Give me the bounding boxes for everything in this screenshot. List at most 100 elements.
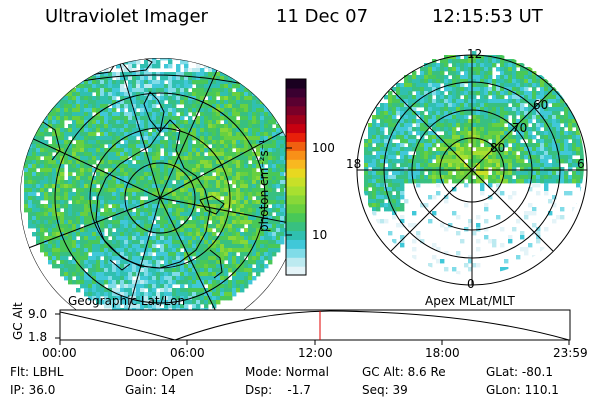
aurora-pixel bbox=[152, 228, 157, 233]
aurora-pixel bbox=[156, 180, 161, 185]
aurora-pixel bbox=[228, 128, 233, 133]
aurora-pixel bbox=[28, 220, 33, 225]
aurora-pixel bbox=[152, 52, 156, 56]
aurora-pixel bbox=[464, 59, 469, 64]
aurora-pixel bbox=[188, 224, 193, 229]
aurora-pixel bbox=[496, 135, 501, 140]
aurora-pixel bbox=[116, 160, 121, 165]
aurora-pixel bbox=[176, 200, 181, 205]
aurora-pixel bbox=[240, 216, 245, 221]
aurora-pixel bbox=[120, 84, 125, 89]
aurora-pixel bbox=[112, 280, 117, 285]
aurora-pixel bbox=[536, 231, 541, 236]
aurora-pixel bbox=[84, 136, 89, 141]
aurora-pixel bbox=[160, 236, 165, 241]
aurora-pixel bbox=[464, 91, 469, 96]
aurora-pixel bbox=[528, 131, 533, 136]
aurora-pixel bbox=[108, 196, 113, 201]
aurora-pixel bbox=[432, 119, 437, 124]
aurora-pixel bbox=[224, 236, 229, 241]
aurora-pixel bbox=[540, 159, 545, 164]
aurora-pixel bbox=[80, 256, 85, 261]
aurora-pixel bbox=[208, 80, 213, 85]
aurora-pixel bbox=[380, 159, 385, 164]
aurora-pixel bbox=[496, 151, 501, 156]
aurora-pixel bbox=[444, 83, 449, 88]
aurora-pixel bbox=[52, 100, 57, 105]
aurora-pixel bbox=[440, 63, 445, 68]
aurora-pixel bbox=[44, 236, 49, 241]
aurora-pixel bbox=[364, 175, 369, 180]
aurora-pixel bbox=[148, 196, 153, 201]
aurora-pixel bbox=[240, 284, 245, 289]
aurora-pixel bbox=[164, 168, 169, 173]
aurora-pixel bbox=[436, 135, 441, 140]
aurora-pixel bbox=[212, 160, 217, 165]
aurora-pixel bbox=[568, 143, 573, 148]
aurora-pixel bbox=[432, 171, 437, 176]
aurora-pixel bbox=[144, 296, 149, 301]
aurora-pixel bbox=[148, 64, 153, 69]
aurora-pixel bbox=[272, 244, 277, 249]
aurora-pixel bbox=[108, 212, 113, 217]
aurora-pixel bbox=[264, 228, 269, 233]
aurora-pixel bbox=[468, 223, 473, 228]
aurora-pixel bbox=[224, 252, 229, 257]
aurora-pixel bbox=[88, 220, 93, 225]
aurora-pixel bbox=[500, 55, 505, 60]
aurora-pixel bbox=[100, 58, 105, 61]
aurora-pixel bbox=[416, 143, 421, 148]
aurora-pixel bbox=[552, 115, 557, 120]
aurora-pixel bbox=[200, 240, 205, 245]
aurora-pixel bbox=[100, 128, 105, 133]
aurora-pixel bbox=[240, 140, 245, 145]
aurora-pixel bbox=[368, 159, 373, 164]
aurora-pixel bbox=[172, 96, 177, 101]
aurora-pixel bbox=[96, 148, 101, 153]
aurora-pixel bbox=[532, 207, 537, 212]
aurora-pixel bbox=[180, 132, 185, 137]
aurora-pixel bbox=[568, 119, 573, 124]
aurora-pixel bbox=[156, 192, 161, 197]
aurora-pixel bbox=[68, 220, 73, 225]
aurora-pixel bbox=[88, 124, 93, 129]
aurora-pixel bbox=[144, 88, 149, 93]
aurora-pixel bbox=[364, 163, 369, 168]
aurora-pixel bbox=[432, 91, 437, 96]
aurora-pixel bbox=[104, 184, 109, 189]
aurora-pixel bbox=[252, 128, 257, 133]
aurora-pixel bbox=[392, 99, 397, 104]
aurora-pixel bbox=[556, 127, 561, 132]
aurora-pixel bbox=[108, 184, 113, 189]
aurora-pixel bbox=[272, 128, 277, 133]
aurora-pixel bbox=[276, 244, 281, 249]
aurora-pixel bbox=[376, 175, 381, 180]
aurora-pixel bbox=[124, 176, 129, 181]
aurora-pixel bbox=[276, 200, 281, 205]
aurora-pixel bbox=[112, 144, 117, 149]
aurora-pixel bbox=[204, 164, 209, 169]
aurora-pixel bbox=[484, 151, 489, 156]
aurora-pixel bbox=[44, 212, 49, 217]
aurora-pixel bbox=[220, 80, 225, 85]
aurora-pixel bbox=[468, 131, 473, 136]
aurora-pixel bbox=[476, 87, 481, 92]
aurora-pixel bbox=[484, 155, 489, 160]
aurora-pixel bbox=[488, 71, 493, 76]
aurora-pixel bbox=[496, 91, 501, 96]
aurora-pixel bbox=[276, 164, 281, 169]
aurora-pixel bbox=[88, 212, 93, 217]
aurora-pixel bbox=[404, 115, 409, 120]
aurora-pixel bbox=[208, 88, 213, 93]
aurora-pixel bbox=[24, 172, 29, 177]
aurora-pixel bbox=[144, 120, 149, 125]
aurora-pixel bbox=[528, 159, 533, 164]
aurora-pixel bbox=[516, 107, 521, 112]
aurora-pixel bbox=[556, 167, 561, 172]
aurora-pixel bbox=[232, 72, 237, 77]
aurora-pixel bbox=[460, 171, 465, 176]
aurora-pixel bbox=[440, 175, 445, 180]
aurora-pixel bbox=[400, 95, 405, 100]
aurora-pixel bbox=[412, 155, 417, 160]
aurora-pixel bbox=[164, 148, 169, 153]
